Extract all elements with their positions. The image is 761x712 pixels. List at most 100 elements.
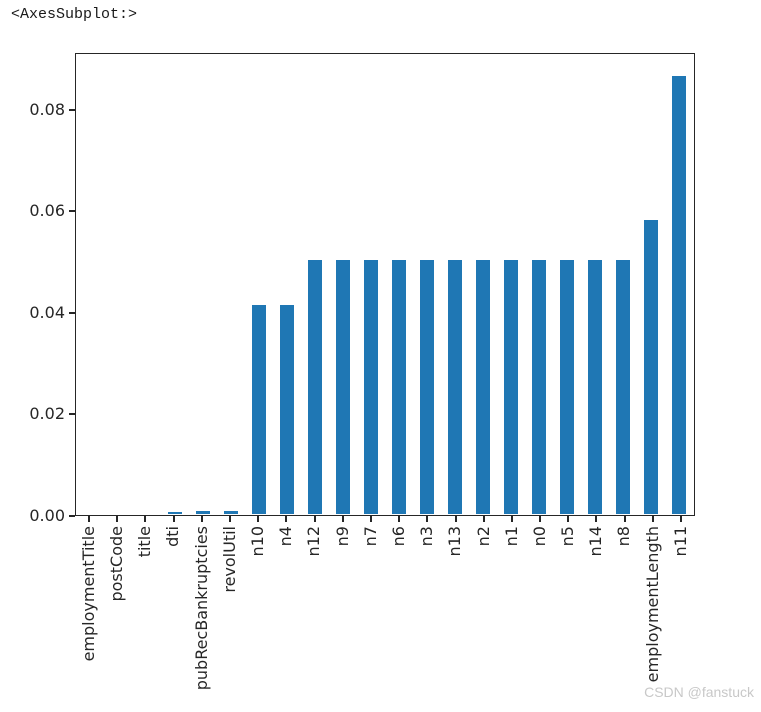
x-tick-slot: [554, 516, 582, 522]
x-label-slot: n8: [611, 526, 639, 690]
bar-slot-n14: [581, 55, 609, 514]
x-tick-label-n12: n12: [304, 526, 324, 557]
x-label-slot: n6: [385, 526, 413, 690]
x-tick-mark: [398, 516, 401, 522]
x-label-slot: dti: [160, 526, 188, 690]
x-tick-mark: [539, 516, 542, 522]
bar-slot-n6: [385, 55, 413, 514]
x-tick-mark: [651, 516, 654, 522]
x-tick-slot: [385, 516, 413, 522]
bar-employmentLength: [644, 220, 658, 514]
watermark-text: CSDN @fanstuck: [644, 684, 754, 700]
x-tick-slot: [131, 516, 159, 522]
x-tick-slot: [413, 516, 441, 522]
x-tick-label-employmentLength: employmentLength: [642, 526, 662, 683]
bar-slot-dti: [161, 55, 189, 514]
x-tick-label-n6: n6: [388, 526, 408, 547]
x-tick-slot: [582, 516, 610, 522]
x-tick-slot: [470, 516, 498, 522]
bar-slot-n5: [553, 55, 581, 514]
bar-n0: [532, 260, 546, 514]
x-tick-label-n2: n2: [473, 526, 493, 547]
axes-subplot-repr-text: <AxesSubplot:>: [11, 6, 138, 23]
x-tick-label-n5: n5: [558, 526, 578, 547]
x-tick-mark: [482, 516, 485, 522]
x-label-slot: n1: [498, 526, 526, 690]
bar-slot-n9: [329, 55, 357, 514]
x-tick-label-postCode: postCode: [107, 526, 127, 602]
x-label-slot: n13: [441, 526, 469, 690]
x-tick-label-n3: n3: [417, 526, 437, 547]
bar-slot-postCode: [105, 55, 133, 514]
x-label-slot: employmentLength: [639, 526, 667, 690]
bar-slot-n13: [441, 55, 469, 514]
x-tick-mark: [285, 516, 288, 522]
x-tick-label-employmentTitle: employmentTitle: [78, 526, 98, 662]
x-tick-slot: [75, 516, 103, 522]
y-tick-mark: [69, 413, 75, 416]
bar-slot-pubRecBankruptcies: [189, 55, 217, 514]
bar-slot-n1: [497, 55, 525, 514]
y-tick-mark: [69, 108, 75, 111]
bar-n13: [448, 260, 462, 514]
bar-pubRecBankruptcies: [196, 510, 210, 514]
x-tick-mark: [200, 516, 203, 522]
x-tick-label-n7: n7: [360, 526, 380, 547]
bar-slot-title: [133, 55, 161, 514]
y-tick-label: 0.06: [29, 201, 65, 221]
x-tick-slot: [301, 516, 329, 522]
x-tick-label-dti: dti: [163, 526, 183, 547]
x-tick-mark: [454, 516, 457, 522]
x-tick-label-n1: n1: [501, 526, 521, 547]
y-tick-label: 0.02: [29, 404, 65, 424]
bar-slot-n0: [525, 55, 553, 514]
x-label-slot: n9: [329, 526, 357, 690]
y-tick-mark: [69, 311, 75, 314]
x-tick-slot: [160, 516, 188, 522]
y-tick-mark: [69, 515, 75, 517]
x-label-slot: n7: [357, 526, 385, 690]
x-tick-slot: [441, 516, 469, 522]
x-tick-label-n0: n0: [529, 526, 549, 547]
bar-slot-n4: [273, 55, 301, 514]
plot-area: [75, 53, 695, 516]
bar-slot-n12: [301, 55, 329, 514]
x-tick-slot: [329, 516, 357, 522]
y-tick-label: 0.08: [29, 99, 65, 119]
bar-slot-employmentTitle: [77, 55, 105, 514]
x-tick-slot: [103, 516, 131, 522]
bar-slot-n3: [413, 55, 441, 514]
x-tick-mark: [313, 516, 316, 522]
x-label-slot: title: [131, 526, 159, 690]
x-label-slot: employmentTitle: [75, 526, 103, 690]
bar-n12: [308, 260, 322, 514]
x-label-slot: n2: [470, 526, 498, 690]
bar-revolUtil: [224, 510, 238, 514]
x-tick-mark: [426, 516, 429, 522]
x-tick-label-revolUtil: revolUtil: [219, 526, 239, 593]
x-tick-mark: [567, 516, 570, 522]
y-tick-label: 0.00: [29, 506, 65, 525]
x-tick-label-n4: n4: [276, 526, 296, 547]
bar-n1: [504, 260, 518, 514]
x-tick-mark: [172, 516, 175, 522]
x-tick-label-n8: n8: [614, 526, 634, 547]
bar-n2: [476, 260, 490, 514]
x-tick-label-n14: n14: [586, 526, 606, 557]
x-tick-slot: [526, 516, 554, 522]
x-axis-tick-marks: [75, 516, 695, 522]
x-tick-mark: [116, 516, 119, 522]
bar-n4: [280, 305, 294, 514]
bars-container: [77, 55, 693, 514]
bar-slot-n2: [469, 55, 497, 514]
x-tick-label-n10: n10: [248, 526, 268, 557]
x-tick-mark: [144, 516, 147, 522]
bar-dti: [168, 512, 182, 514]
x-label-slot: n3: [413, 526, 441, 690]
x-tick-label-pubRecBankruptcies: pubRecBankruptcies: [191, 526, 211, 691]
x-tick-slot: [244, 516, 272, 522]
bar-n3: [420, 260, 434, 514]
x-tick-slot: [611, 516, 639, 522]
x-axis-labels: employmentTitle postCode title dti pubRecBan…: [75, 526, 695, 690]
